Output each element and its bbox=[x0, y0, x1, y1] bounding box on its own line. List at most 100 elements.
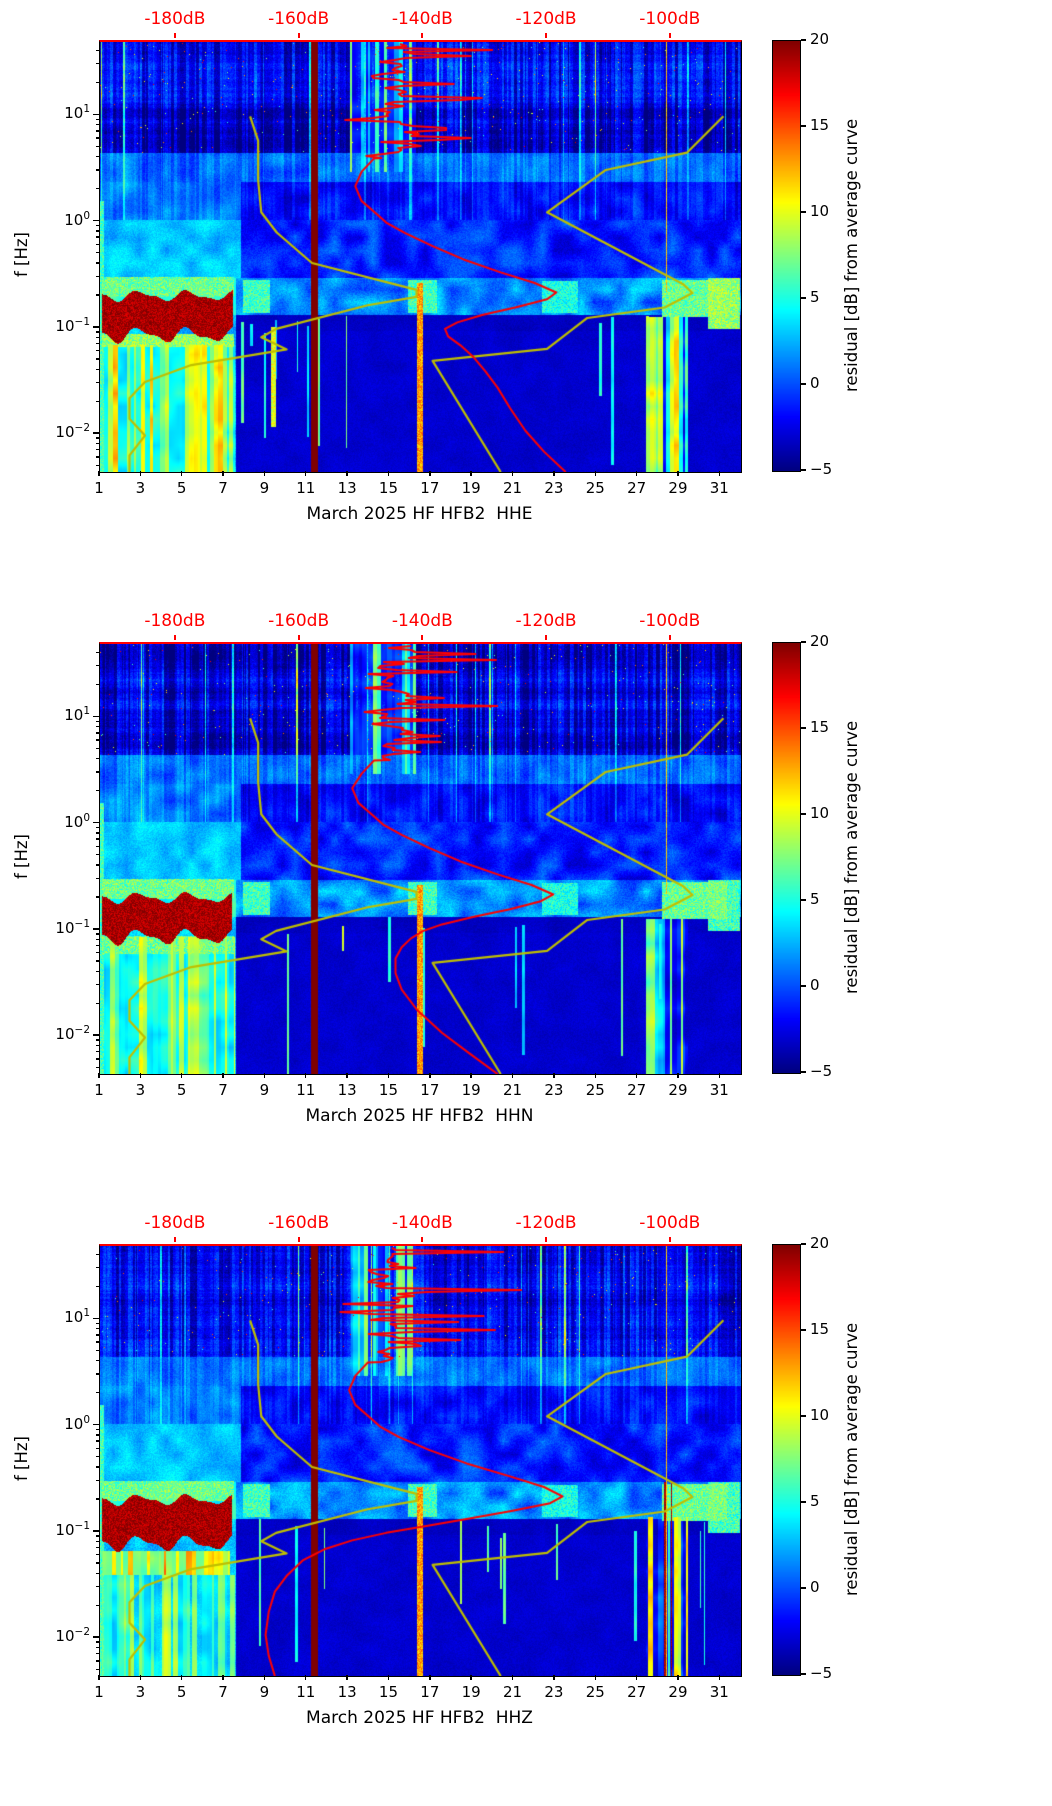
y-tick-minor bbox=[95, 331, 99, 333]
y-tick-label: 10−2 bbox=[55, 1626, 90, 1646]
y-tick-minor bbox=[95, 251, 99, 254]
y-tick-major bbox=[93, 326, 99, 328]
x-tick-label: 19 bbox=[461, 1683, 481, 1701]
y-tick-minor bbox=[95, 757, 99, 760]
colorbar-gradient bbox=[773, 643, 800, 1073]
x-tick bbox=[553, 1073, 555, 1078]
x-tick bbox=[635, 471, 638, 476]
x-tick-label: 17 bbox=[420, 1081, 440, 1099]
x-tick-label: 31 bbox=[709, 1683, 729, 1701]
colorbar-tick-label: 10 bbox=[810, 804, 830, 822]
x-tick-label: 11 bbox=[296, 1081, 316, 1099]
psd-axis-tick bbox=[173, 33, 176, 38]
y-tick-minor bbox=[95, 845, 99, 847]
x-tick-label: 21 bbox=[503, 1081, 523, 1099]
psd-axis-tick bbox=[668, 33, 671, 38]
x-tick bbox=[511, 471, 514, 476]
x-tick bbox=[511, 1675, 514, 1680]
psd-axis-tick bbox=[297, 33, 300, 38]
psd-axis-tick bbox=[173, 635, 176, 640]
colorbar-tick-label: 15 bbox=[810, 116, 830, 134]
y-tick-major bbox=[93, 1530, 99, 1532]
x-tick bbox=[139, 1073, 142, 1078]
x-tick bbox=[429, 1073, 431, 1078]
y-tick-minor bbox=[95, 864, 99, 866]
psd-axis-label: -160dB bbox=[268, 9, 330, 29]
y-tick-major bbox=[93, 1423, 99, 1426]
colorbar-tick bbox=[801, 1243, 806, 1245]
y-tick-minor bbox=[95, 1572, 99, 1574]
y-tick-minor bbox=[95, 1373, 99, 1375]
x-tick-label: 21 bbox=[503, 479, 523, 497]
y-tick-minor bbox=[95, 739, 99, 741]
colorbar-tick bbox=[801, 39, 806, 41]
y-tick-minor bbox=[95, 230, 99, 232]
x-axis-label: March 2025 HF HFB2 HHN bbox=[305, 1106, 534, 1126]
x-tick bbox=[553, 471, 555, 476]
y-tick-major bbox=[93, 821, 99, 824]
y-tick-exponent: −1 bbox=[74, 315, 90, 328]
x-tick-label: 3 bbox=[135, 1683, 146, 1701]
y-tick-label: 101 bbox=[64, 1307, 90, 1327]
y-tick-minor bbox=[95, 123, 99, 126]
plot-area bbox=[99, 1244, 742, 1677]
x-tick bbox=[594, 471, 596, 476]
y-tick-minor bbox=[95, 1039, 99, 1041]
x-tick-label: 5 bbox=[176, 1081, 187, 1099]
y-tick-minor bbox=[95, 381, 99, 384]
x-tick-label: 5 bbox=[176, 1683, 187, 1701]
y-tick-label: 10−1 bbox=[55, 1519, 90, 1539]
colorbar-tick-label: −5 bbox=[810, 1664, 833, 1682]
y-tick-minor bbox=[95, 137, 99, 139]
y-tick-minor bbox=[95, 1349, 99, 1352]
colorbar-gradient bbox=[773, 1245, 800, 1675]
y-tick-major bbox=[93, 1636, 99, 1638]
colorbar-tick bbox=[801, 297, 806, 299]
y-tick-minor bbox=[95, 1562, 99, 1564]
y-tick-exponent: 0 bbox=[83, 811, 90, 824]
y-tick-major bbox=[93, 1317, 99, 1319]
x-tick-label: 29 bbox=[668, 1683, 688, 1701]
spectrogram-panel-hhz: f [Hz] 1 3 5 7 9 11 13 15 17 19 21 23 25 27 29 31 101 100 1… bbox=[0, 1204, 1052, 1806]
y-tick-minor bbox=[95, 236, 99, 238]
psd-axis-tick bbox=[668, 1237, 671, 1242]
x-tick bbox=[387, 1675, 390, 1680]
x-tick bbox=[718, 1675, 720, 1680]
y-tick-minor bbox=[95, 896, 99, 898]
y-tick-minor bbox=[95, 169, 99, 171]
x-axis-label: March 2025 HF HFB2 HHZ bbox=[306, 1708, 533, 1728]
y-tick-minor bbox=[95, 970, 99, 972]
y-tick-minor bbox=[95, 1466, 99, 1468]
y-tick-minor bbox=[95, 400, 99, 402]
colorbar-tick-label: 15 bbox=[810, 718, 830, 736]
psd-axis-label: -100dB bbox=[639, 1213, 701, 1233]
x-tick-label: 17 bbox=[420, 479, 440, 497]
y-tick-minor bbox=[95, 1653, 99, 1655]
y-tick-minor bbox=[95, 933, 99, 935]
colorbar-tick bbox=[801, 1673, 806, 1675]
y-tick-minor bbox=[95, 1066, 99, 1068]
y-tick-minor bbox=[95, 456, 99, 458]
y-tick-minor bbox=[95, 437, 99, 439]
psd-axis-label: -140dB bbox=[391, 9, 453, 29]
x-tick bbox=[139, 1675, 142, 1680]
x-tick-label: 13 bbox=[337, 479, 357, 497]
x-tick-label: 11 bbox=[296, 479, 316, 497]
y-tick-minor bbox=[95, 771, 99, 773]
colorbar-tick bbox=[801, 1071, 806, 1073]
x-tick bbox=[305, 471, 307, 476]
colorbar-tick bbox=[801, 1415, 806, 1417]
psd-axis-tick bbox=[421, 33, 424, 38]
colorbar-tick bbox=[801, 469, 806, 471]
y-tick-minor bbox=[95, 1660, 99, 1662]
x-tick bbox=[387, 1073, 390, 1078]
spectrogram-canvas-hhe bbox=[100, 42, 741, 472]
colorbar bbox=[772, 642, 801, 1074]
x-tick bbox=[181, 471, 183, 476]
x-tick bbox=[346, 1073, 348, 1078]
colorbar-tick-label: 10 bbox=[810, 1406, 830, 1424]
y-tick-minor bbox=[95, 336, 99, 338]
y-tick-minor bbox=[95, 262, 99, 264]
x-tick-label: 1 bbox=[94, 1081, 104, 1099]
x-tick bbox=[263, 1675, 266, 1680]
